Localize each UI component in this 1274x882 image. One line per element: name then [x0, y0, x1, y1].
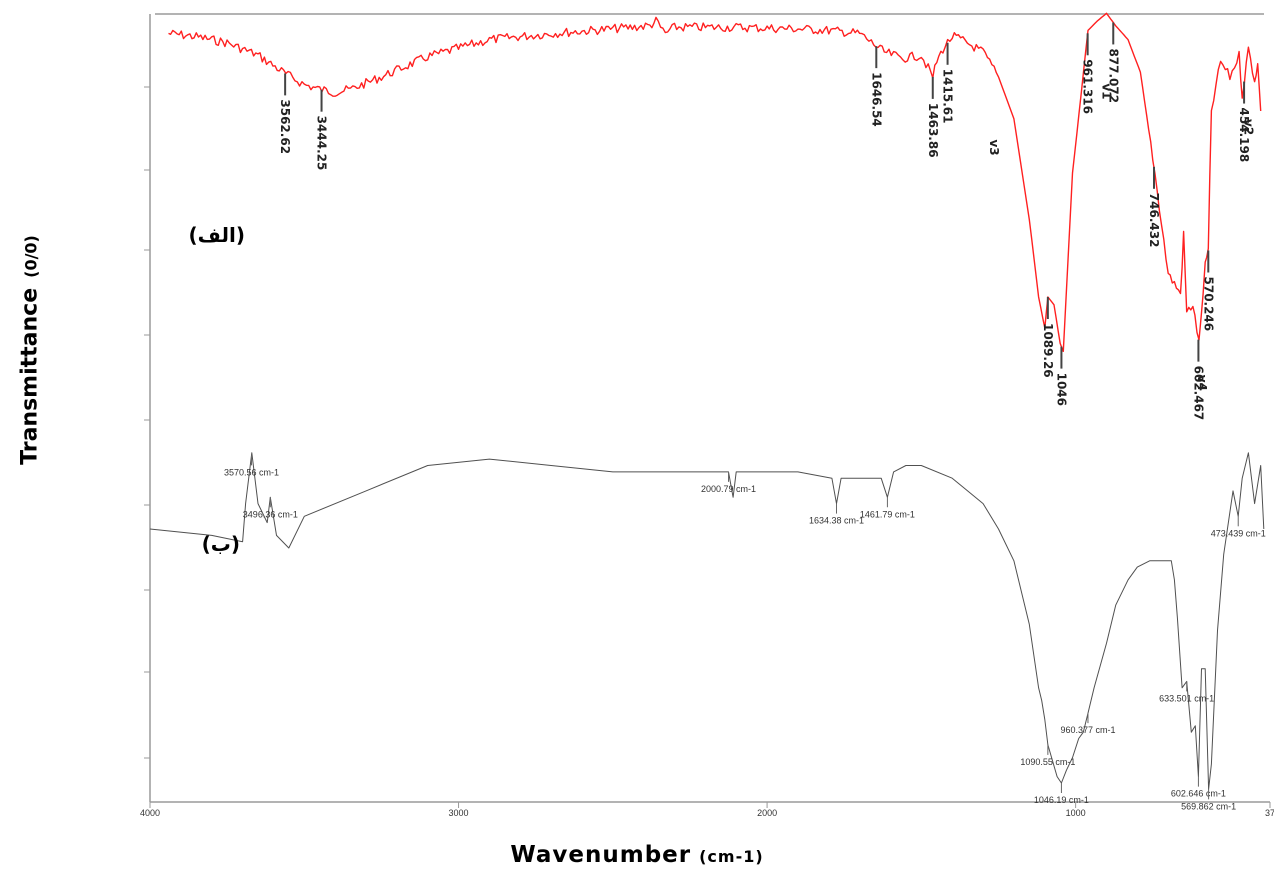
peak-label: 877.072 — [1106, 48, 1120, 103]
peak-label: 454.198 — [1237, 108, 1251, 163]
peak-label: v4 — [1195, 375, 1209, 391]
peak-label: 602.646 cm-1 — [1171, 789, 1226, 799]
peak-label: v1 — [1099, 83, 1113, 99]
peak-label: 746.432 — [1147, 193, 1161, 248]
peak-label: 1046.19 cm-1 — [1034, 795, 1089, 805]
peak-annotation: 569.862 cm-1 — [1181, 789, 1236, 811]
peak-label: v3 — [987, 139, 1001, 155]
peak-annotation: 570.246 — [1201, 250, 1215, 332]
x-tick-label: 37 — [1265, 808, 1274, 818]
peak-annotation: 3496.36 cm-1 — [243, 497, 298, 519]
peak-annotation: 473.439 cm-1 — [1211, 516, 1266, 538]
peak-label: 961.316 — [1081, 59, 1095, 114]
series-layer — [149, 12, 1265, 790]
plot-frame — [149, 13, 1270, 803]
x-tick-label: 2000 — [757, 808, 777, 818]
peak-annotation: 1646.54 — [869, 46, 883, 127]
peak-annotation: 961.316 — [1081, 33, 1095, 114]
peak-label: 473.439 cm-1 — [1211, 528, 1266, 538]
peak-annotation: 1415.61 — [941, 42, 955, 124]
peak-annotation: 1463.86 — [926, 76, 940, 158]
peak-annotation: 877.072 — [1106, 22, 1120, 103]
peak-annotation: 454.198 — [1237, 81, 1251, 163]
y-axis-unit: (0/0) — [21, 235, 41, 278]
x-tick-label: 3000 — [449, 808, 469, 818]
y-axis-label: Transmittance (0/0) — [18, 235, 43, 465]
peak-annotation: v3 — [987, 139, 1001, 155]
peak-label: 3444.25 — [315, 116, 329, 171]
peak-annotation: 3562.62 — [278, 73, 292, 154]
peak-annotation: v1 — [1099, 83, 1113, 99]
x-tick-label: 1000 — [1066, 808, 1086, 818]
peak-annotation: 1090.55 cm-1 — [1020, 744, 1075, 767]
peak-label: 1090.55 cm-1 — [1020, 757, 1075, 767]
x-axis-ticks: 4000 3000 2000 1000 37 — [140, 802, 1274, 818]
peak-label: 3562.62 — [278, 99, 292, 154]
peak-annotation: 1634.38 cm-1 — [809, 503, 864, 526]
peak-label: 2000.79 cm-1 — [701, 484, 756, 494]
y-axis-title: Transmittance — [17, 287, 43, 465]
series-line-alef — [168, 12, 1262, 352]
peak-annotation: v4 — [1195, 375, 1209, 391]
series-line-beh — [149, 452, 1265, 790]
peak-annotation: 1046.19 cm-1 — [1034, 783, 1089, 805]
peak-annotation: 746.432 — [1147, 166, 1161, 248]
peak-annotation: 633.501 cm-1 — [1159, 681, 1214, 703]
x-axis-title: Wavenumber — [510, 842, 692, 868]
peak-annotation: 3444.25 — [315, 89, 329, 171]
peak-annotation: 602.467 — [1191, 339, 1205, 421]
peak-annotation: 1089.26 — [1041, 297, 1055, 378]
panel-label-beh: (ب) — [202, 532, 240, 556]
y-axis-label-wrap: Transmittance (0/0) — [10, 230, 50, 470]
peak-label: 1463.86 — [926, 103, 940, 158]
peak-label: 1461.79 cm-1 — [860, 509, 915, 519]
peak-label: 1046 — [1054, 373, 1068, 406]
peak-annotation: 2000.79 cm-1 — [701, 471, 756, 494]
peak-label: v2 — [1241, 119, 1255, 135]
peak-annotation: 602.646 cm-1 — [1171, 776, 1226, 799]
x-axis-unit: (cm-1) — [699, 847, 764, 866]
peak-label: 1634.38 cm-1 — [809, 516, 864, 526]
peak-label: 3570.56 cm-1 — [224, 467, 279, 477]
peak-label: 570.246 — [1201, 277, 1215, 332]
x-tick-label: 4000 — [140, 808, 160, 818]
peak-annotation: 3570.56 cm-1 — [224, 455, 279, 477]
panel-label-alef: (الف) — [189, 223, 245, 247]
peak-label: 569.862 cm-1 — [1181, 801, 1236, 811]
peak-annotation: 1461.79 cm-1 — [860, 497, 915, 519]
peak-label: 1415.61 — [941, 69, 955, 124]
peak-label: 633.501 cm-1 — [1159, 693, 1214, 703]
peak-annotation: v2 — [1241, 119, 1255, 135]
peak-label: 960.377 cm-1 — [1060, 725, 1115, 735]
peak-label: 1646.54 — [869, 72, 883, 127]
peak-label: 3496.36 cm-1 — [243, 509, 298, 519]
x-axis-label: Wavenumber (cm-1) — [0, 842, 1274, 868]
peak-annotation: 960.377 cm-1 — [1060, 713, 1115, 735]
peak-label: 1089.26 — [1041, 323, 1055, 378]
peak-annotation: 1046 — [1054, 346, 1068, 406]
peak-label: 602.467 — [1191, 366, 1205, 421]
y-tick-marks — [144, 86, 150, 759]
